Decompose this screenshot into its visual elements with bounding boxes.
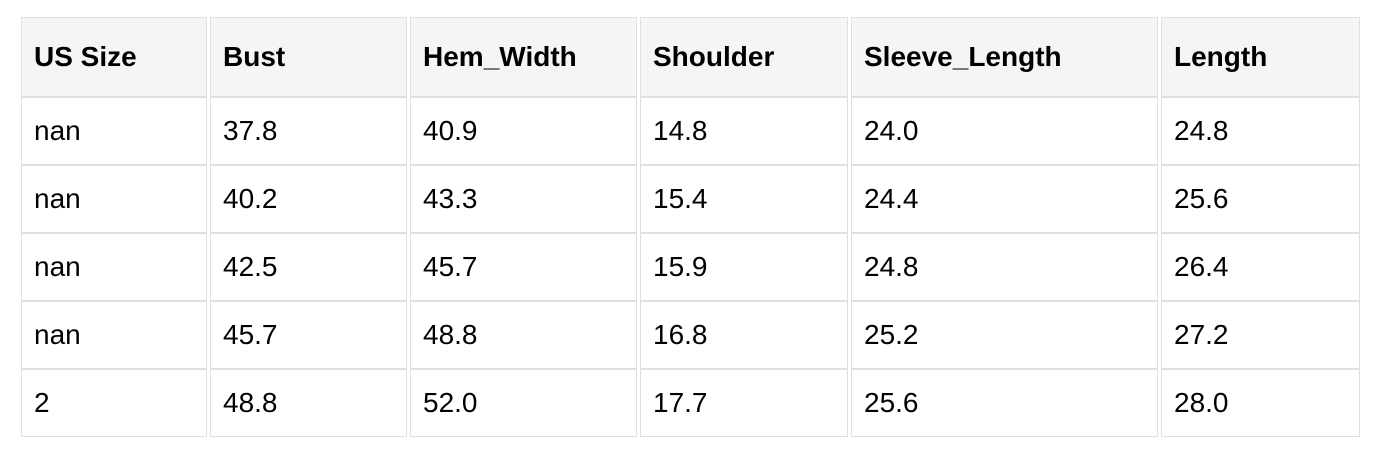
table-cell: nan xyxy=(21,301,207,369)
table-head: US Size Bust Hem_Width Shoulder Sleeve_Lengt… xyxy=(21,17,1360,97)
table-cell: 45.7 xyxy=(210,301,407,369)
table-cell: 2 xyxy=(21,369,207,437)
table-row: 2 48.8 52.0 17.7 25.6 28.0 xyxy=(21,369,1360,437)
table-cell: 24.0 xyxy=(851,97,1158,165)
table-cell: 25.6 xyxy=(851,369,1158,437)
table-row: nan 40.2 43.3 15.4 24.4 25.6 xyxy=(21,165,1360,233)
table-cell: 37.8 xyxy=(210,97,407,165)
table-cell: nan xyxy=(21,165,207,233)
table-cell: 28.0 xyxy=(1161,369,1360,437)
table-cell: 52.0 xyxy=(410,369,637,437)
table-cell: 40.9 xyxy=(410,97,637,165)
table-cell: 42.5 xyxy=(210,233,407,301)
table-cell: 43.3 xyxy=(410,165,637,233)
table-cell: 25.6 xyxy=(1161,165,1360,233)
table-cell: 24.8 xyxy=(1161,97,1360,165)
table-row: nan 45.7 48.8 16.8 25.2 27.2 xyxy=(21,301,1360,369)
header-row: US Size Bust Hem_Width Shoulder Sleeve_Lengt… xyxy=(21,17,1360,97)
column-header-hem-width: Hem_Width xyxy=(410,17,637,97)
table-cell: 45.7 xyxy=(410,233,637,301)
column-header-us-size: US Size xyxy=(21,17,207,97)
table-cell: 15.9 xyxy=(640,233,848,301)
column-header-shoulder: Shoulder xyxy=(640,17,848,97)
table-cell: nan xyxy=(21,97,207,165)
page: US Size Bust Hem_Width Shoulder Sleeve_Lengt… xyxy=(0,17,1384,437)
table-cell: 48.8 xyxy=(210,369,407,437)
table-cell: 48.8 xyxy=(410,301,637,369)
table-cell: 25.2 xyxy=(851,301,1158,369)
table-cell: 14.8 xyxy=(640,97,848,165)
table-row: nan 42.5 45.7 15.9 24.8 26.4 xyxy=(21,233,1360,301)
column-header-length: Length xyxy=(1161,17,1360,97)
column-header-sleeve-length: Sleeve_Length xyxy=(851,17,1158,97)
table-row: nan 37.8 40.9 14.8 24.0 24.8 xyxy=(21,97,1360,165)
column-header-bust: Bust xyxy=(210,17,407,97)
table-cell: 17.7 xyxy=(640,369,848,437)
table-cell: nan xyxy=(21,233,207,301)
size-chart-table: US Size Bust Hem_Width Shoulder Sleeve_Lengt… xyxy=(18,17,1363,437)
table-cell: 26.4 xyxy=(1161,233,1360,301)
table-cell: 15.4 xyxy=(640,165,848,233)
table-body: nan 37.8 40.9 14.8 24.0 24.8 nan 40.2 43.3 15.4 24… xyxy=(21,97,1360,437)
table-cell: 24.8 xyxy=(851,233,1158,301)
table-cell: 27.2 xyxy=(1161,301,1360,369)
table-cell: 24.4 xyxy=(851,165,1158,233)
table-cell: 40.2 xyxy=(210,165,407,233)
table-cell: 16.8 xyxy=(640,301,848,369)
